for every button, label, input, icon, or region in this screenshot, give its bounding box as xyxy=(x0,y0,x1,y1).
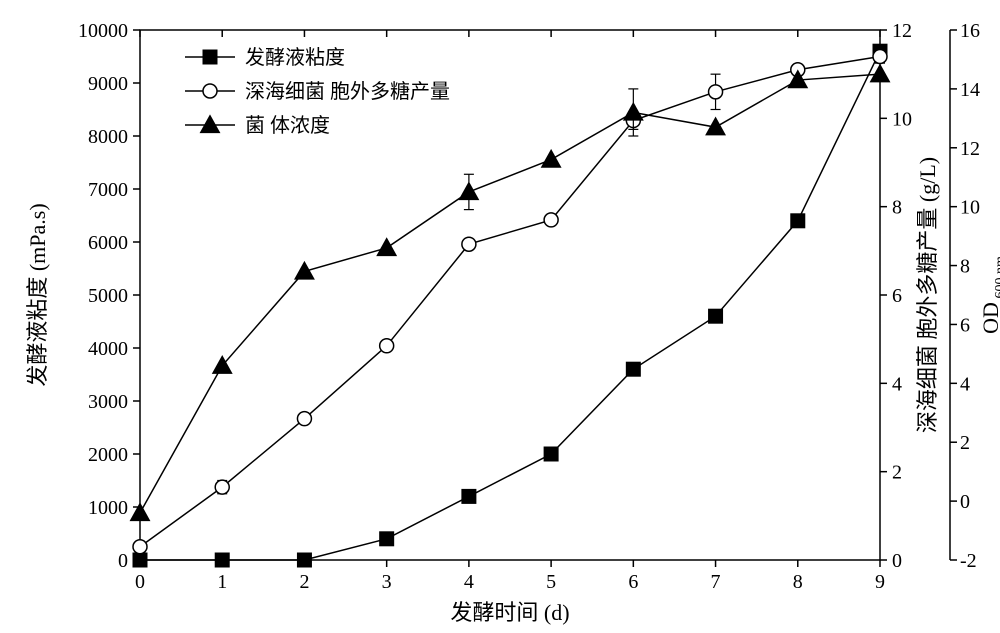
marker-triangle xyxy=(200,115,219,132)
y-left-tick-label: 0 xyxy=(118,550,128,572)
marker-square xyxy=(462,489,476,503)
marker-square xyxy=(709,309,723,323)
legend-item: 发酵液粘度 xyxy=(185,46,345,69)
y-right2-tick-label: 2 xyxy=(960,432,970,454)
y-right1-tick-label: 4 xyxy=(892,373,902,395)
legend-label: 菌 体浓度 xyxy=(245,114,330,137)
x-axis-label: 发酵时间 (d) xyxy=(450,600,569,625)
x-tick-label: 2 xyxy=(299,571,309,593)
svg-text:OD 600 nm: OD 600 nm xyxy=(978,256,1000,334)
y-left-tick-label: 3000 xyxy=(88,391,128,413)
x-tick-label: 7 xyxy=(711,571,721,593)
marker-circle xyxy=(297,412,311,426)
marker-square xyxy=(215,553,229,567)
y-right1-tick-label: 6 xyxy=(892,285,902,307)
marker-square xyxy=(297,553,311,567)
marker-triangle xyxy=(542,150,561,167)
y-right2-tick-label: 16 xyxy=(960,20,980,42)
x-tick-label: 5 xyxy=(546,571,556,593)
y-left-tick-label: 8000 xyxy=(88,126,128,148)
marker-circle xyxy=(462,237,476,251)
y-left-tick-label: 7000 xyxy=(88,179,128,201)
y-left-tick-label: 1000 xyxy=(88,497,128,519)
marker-circle xyxy=(873,50,887,64)
marker-square xyxy=(133,553,147,567)
marker-circle xyxy=(133,540,147,554)
x-tick-label: 3 xyxy=(382,571,392,593)
marker-circle xyxy=(215,480,229,494)
y-left-tick-label: 2000 xyxy=(88,444,128,466)
x-tick-label: 1 xyxy=(217,571,227,593)
marker-triangle xyxy=(130,503,149,520)
marker-triangle xyxy=(870,65,889,82)
marker-square xyxy=(544,447,558,461)
y-right1-tick-label: 8 xyxy=(892,197,902,219)
y-right2-tick-label: 4 xyxy=(960,373,970,395)
marker-square xyxy=(203,50,217,64)
x-tick-label: 0 xyxy=(135,571,145,593)
y-left-tick-label: 9000 xyxy=(88,73,128,95)
y-left-tick-label: 10000 xyxy=(78,20,128,42)
marker-circle xyxy=(380,339,394,353)
y-right2-tick-label: 6 xyxy=(960,314,970,336)
x-tick-label: 4 xyxy=(464,571,474,593)
legend-label: 发酵液粘度 xyxy=(245,46,345,69)
y-right1-tick-label: 2 xyxy=(892,462,902,484)
y-left-tick-label: 5000 xyxy=(88,285,128,307)
x-tick-label: 6 xyxy=(628,571,638,593)
chart-container: 0123456789发酵时间 (d)0100020003000400050006… xyxy=(0,0,1000,633)
x-tick-label: 9 xyxy=(875,571,885,593)
marker-triangle xyxy=(624,103,643,120)
legend-label: 深海细菌 胞外多糖产量 xyxy=(245,80,450,103)
chart-svg: 0123456789发酵时间 (d)0100020003000400050006… xyxy=(0,0,1000,633)
y-left-axis-label: 发酵液粘度 (mPa.s) xyxy=(25,203,50,386)
marker-triangle xyxy=(295,262,314,279)
y-right2-tick-label: 14 xyxy=(960,79,980,101)
marker-circle xyxy=(203,84,217,98)
marker-circle xyxy=(544,213,558,227)
y-right1-tick-label: 12 xyxy=(892,20,912,42)
y-right2-tick-label: 8 xyxy=(960,256,970,278)
marker-triangle xyxy=(459,182,478,199)
y-right1-axis-label: 深海细菌 胞外多糖产量 (g/L) xyxy=(915,157,940,433)
marker-square xyxy=(626,362,640,376)
y-right2-axis-label: OD 600 nm xyxy=(978,256,1000,334)
marker-square xyxy=(791,214,805,228)
x-tick-label: 8 xyxy=(793,571,803,593)
y-left-tick-label: 4000 xyxy=(88,338,128,360)
y-right2-tick-label: 12 xyxy=(960,138,980,160)
y-right2-tick-label: -2 xyxy=(960,550,977,572)
y-left-tick-label: 6000 xyxy=(88,232,128,254)
marker-circle xyxy=(709,85,723,99)
y-right1-tick-label: 0 xyxy=(892,550,902,572)
legend-item: 菌 体浓度 xyxy=(185,114,330,137)
y-right2-tick-label: 0 xyxy=(960,491,970,513)
series-line xyxy=(140,74,880,513)
marker-square xyxy=(380,532,394,546)
y-right2-tick-label: 10 xyxy=(960,197,980,219)
y-right1-tick-label: 10 xyxy=(892,108,912,130)
marker-triangle xyxy=(377,238,396,255)
legend-item: 深海细菌 胞外多糖产量 xyxy=(185,80,450,103)
